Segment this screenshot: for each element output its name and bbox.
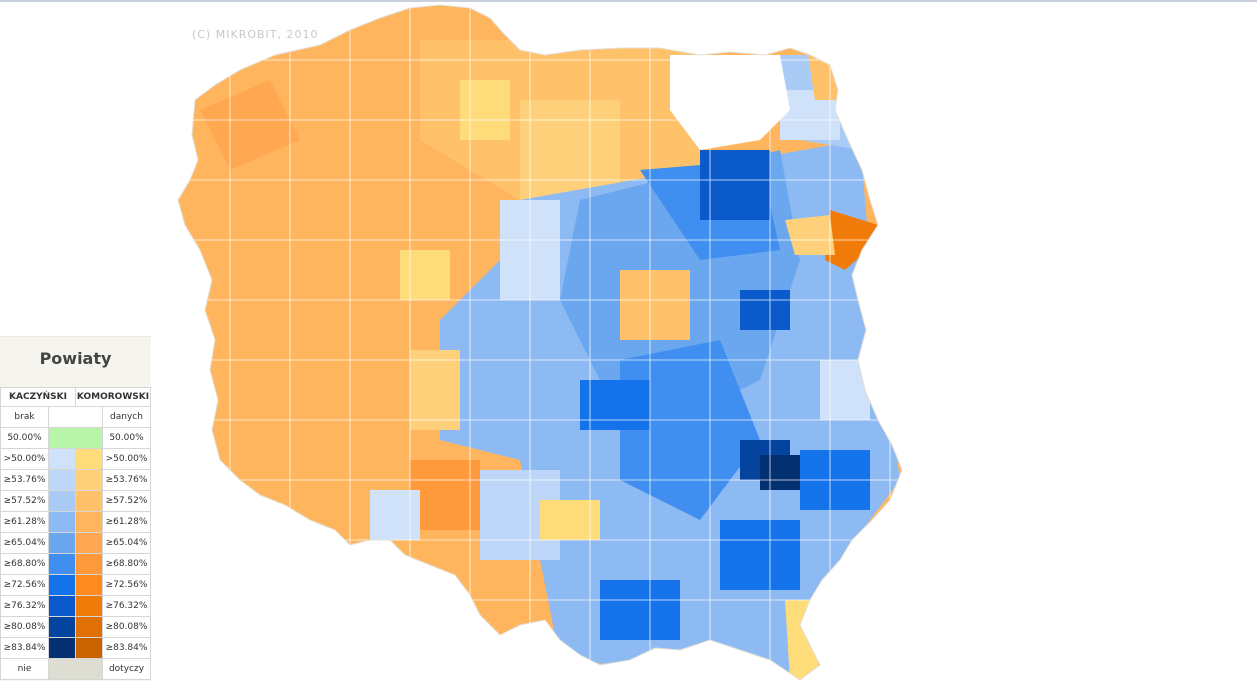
legend-label-komorowski: >50.00% [102, 448, 151, 470]
legend-label-kaczynski: ≥65.04% [0, 532, 49, 554]
legend-swatch-komorowski [75, 490, 103, 512]
legend-label-komorowski: ≥72.56% [102, 574, 151, 596]
legend-label-komorowski: ≥53.76% [102, 469, 151, 491]
legend-swatch-kaczynski [48, 448, 76, 470]
legend-swatch [48, 427, 103, 449]
legend-label-kaczynski: ≥83.84% [0, 637, 49, 659]
legend-label-kaczynski: nie [0, 658, 49, 680]
legend-header-kaczynski: KACZYŃSKI [0, 387, 76, 407]
legend-row: ≥80.08% ≥80.08% [0, 616, 151, 638]
legend-swatch-kaczynski [48, 490, 76, 512]
legend-label-kaczynski: >50.00% [0, 448, 49, 470]
poland-map[interactable] [170, 0, 930, 693]
legend-label-kaczynski: ≥57.52% [0, 490, 49, 512]
legend-label-komorowski: ≥61.28% [102, 511, 151, 533]
legend-swatch-komorowski [75, 448, 103, 470]
legend-swatch-kaczynski [48, 616, 76, 638]
legend-row: ≥65.04% ≥65.04% [0, 532, 151, 554]
legend-rows: brak danych 50.00% 50.00% >50.00% >50.00% ≥53.… [0, 406, 151, 680]
legend-row: >50.00% >50.00% [0, 448, 151, 470]
legend-row: ≥83.84% ≥83.84% [0, 637, 151, 659]
legend-row: ≥72.56% ≥72.56% [0, 574, 151, 596]
legend-row: ≥76.32% ≥76.32% [0, 595, 151, 617]
legend-label-komorowski: danych [102, 406, 151, 428]
legend-swatch-komorowski [75, 616, 103, 638]
legend-title: Powiaty [39, 349, 112, 368]
legend-label-kaczynski: 50.00% [0, 427, 49, 449]
legend-swatch-komorowski [75, 637, 103, 659]
legend-row: nie dotyczy [0, 658, 151, 680]
legend-header-row: KACZYŃSKI KOMOROWSKI [0, 387, 151, 407]
legend-row: ≥57.52% ≥57.52% [0, 490, 151, 512]
legend-label-komorowski: 50.00% [102, 427, 151, 449]
legend-label-kaczynski: ≥72.56% [0, 574, 49, 596]
legend-row: ≥68.80% ≥68.80% [0, 553, 151, 575]
legend-swatch-kaczynski [48, 511, 76, 533]
legend-swatch [48, 406, 103, 428]
legend-label-komorowski: dotyczy [102, 658, 151, 680]
legend-header-komorowski: KOMOROWSKI [75, 387, 151, 407]
legend-swatch-komorowski [75, 511, 103, 533]
legend-label-kaczynski: ≥80.08% [0, 616, 49, 638]
legend-swatch-komorowski [75, 532, 103, 554]
legend-label-kaczynski: ≥76.32% [0, 595, 49, 617]
legend-row: ≥53.76% ≥53.76% [0, 469, 151, 491]
legend-swatch-kaczynski [48, 553, 76, 575]
legend-label-komorowski: ≥57.52% [102, 490, 151, 512]
legend-label-kaczynski: ≥53.76% [0, 469, 49, 491]
legend-label-komorowski: ≥83.84% [102, 637, 151, 659]
legend-swatch-kaczynski [48, 469, 76, 491]
country-outline [177, 4, 903, 681]
legend-label-kaczynski: brak [0, 406, 49, 428]
legend-swatch-kaczynski [48, 595, 76, 617]
legend-swatch-kaczynski [48, 574, 76, 596]
legend-row: ≥61.28% ≥61.28% [0, 511, 151, 533]
legend-label-komorowski: ≥80.08% [102, 616, 151, 638]
copyright-text: (C) MIKROBIT, 2010 [192, 28, 319, 41]
top-border [0, 0, 1257, 2]
legend-label-komorowski: ≥65.04% [102, 532, 151, 554]
legend-label-komorowski: ≥68.80% [102, 553, 151, 575]
legend-label-komorowski: ≥76.32% [102, 595, 151, 617]
legend-table: KACZYŃSKI KOMOROWSKI brak danych 50.00% 50.… [0, 387, 151, 680]
legend-label-kaczynski: ≥68.80% [0, 553, 49, 575]
legend-row: brak danych [0, 406, 151, 428]
legend-swatch-komorowski [75, 595, 103, 617]
legend-swatch-kaczynski [48, 637, 76, 659]
legend-swatch [48, 658, 103, 680]
legend-row: 50.00% 50.00% [0, 427, 151, 449]
legend-swatch-kaczynski [48, 532, 76, 554]
legend-swatch-komorowski [75, 469, 103, 491]
legend-label-kaczynski: ≥61.28% [0, 511, 49, 533]
legend-swatch-komorowski [75, 574, 103, 596]
legend-panel: Powiaty KACZYŃSKI KOMOROWSKI brak danych 5… [0, 336, 151, 681]
legend-swatch-komorowski [75, 553, 103, 575]
district-boundaries [178, 5, 902, 680]
